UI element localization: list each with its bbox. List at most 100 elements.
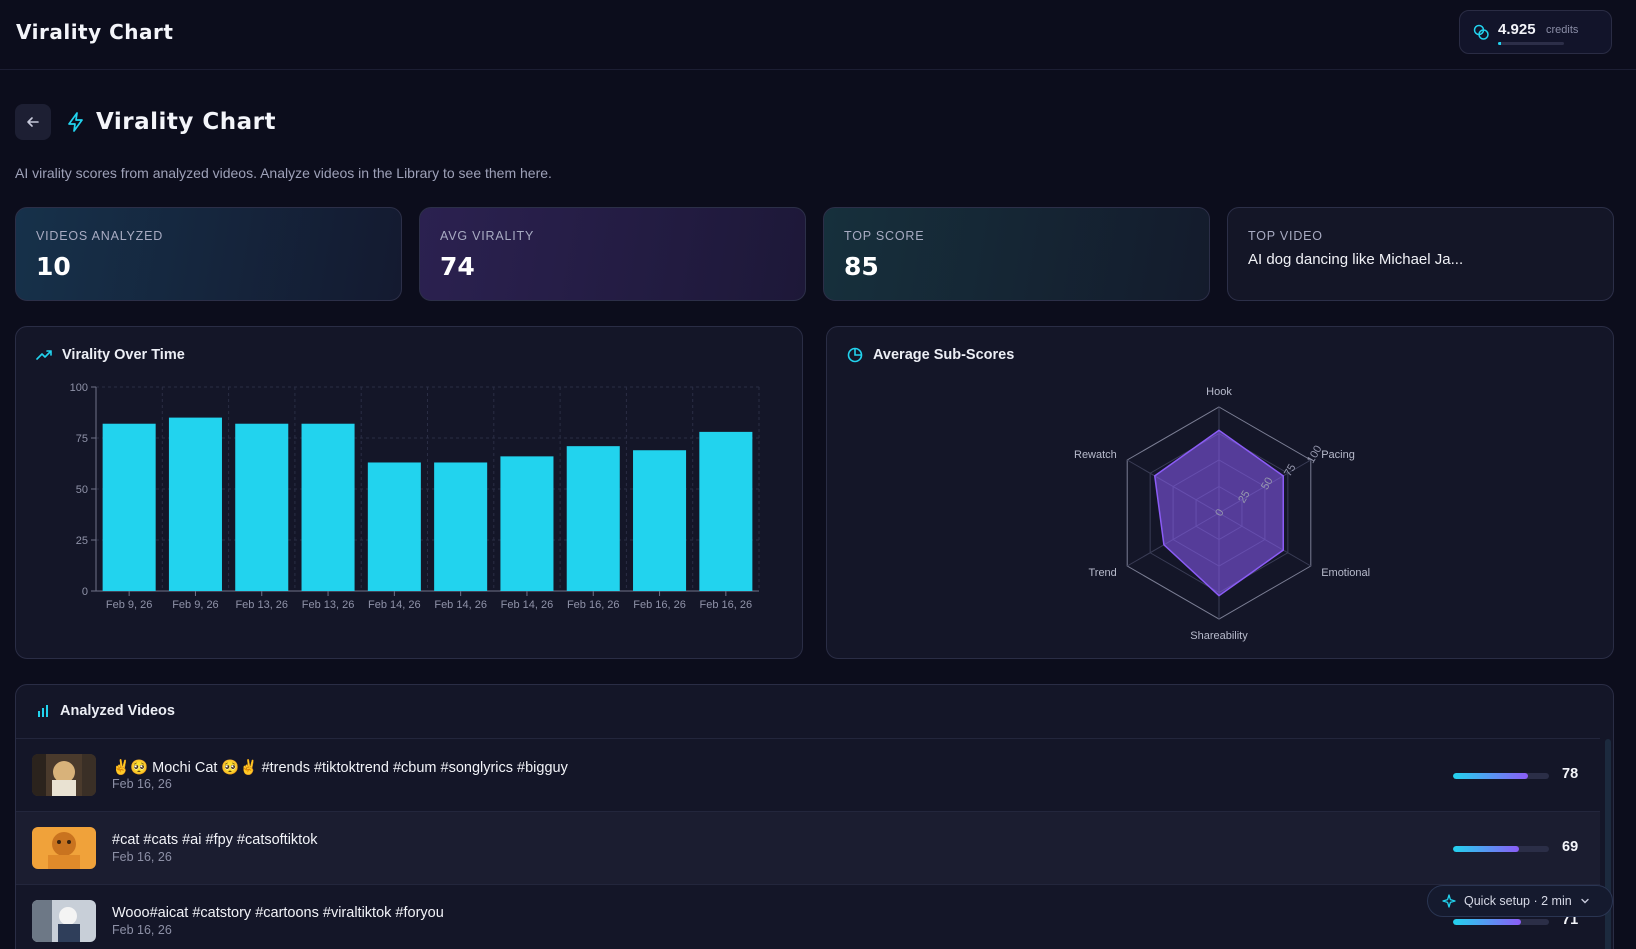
x-tick-label: Feb 16, 26 [567, 599, 620, 611]
panel-header: Average Sub-Scores [847, 347, 1014, 363]
video-title: ✌️🥺 Mochi Cat 🥺✌️ #trends #tiktoktrend #… [112, 760, 568, 776]
average-sub-scores-panel: 0 25 50 75 100 Hook Pacing Emotional Shareabilit… [826, 326, 1614, 659]
x-tick-label: Feb 14, 26 [434, 599, 487, 611]
credits-widget[interactable]: 4.925 credits [1459, 10, 1612, 54]
radar-tick-label: 50 [1259, 475, 1276, 492]
video-date: Feb 16, 26 [112, 850, 172, 864]
video-title: #cat #cats #ai #fpy #catsoftiktok [112, 832, 318, 848]
panel-header: Virality Over Time [36, 347, 185, 363]
panel-title: Virality Over Time [62, 347, 185, 363]
bar [566, 446, 620, 591]
credits-bar [1498, 42, 1564, 45]
y-tick-label: 25 [76, 535, 88, 547]
radar-axis-label: Pacing [1321, 449, 1355, 461]
pie-chart-icon [847, 347, 863, 363]
bar [699, 431, 753, 591]
stat-label: VIDEOS ANALYZED [36, 229, 164, 243]
top-bar: Virality Chart 4.925 credits [0, 0, 1636, 70]
stat-card-avg-virality: AVG VIRALITY 74 [419, 207, 806, 301]
bar [633, 450, 687, 591]
bar [367, 462, 421, 591]
x-tick-label: Feb 16, 26 [633, 599, 686, 611]
video-row[interactable]: Wooo#aicat #catstory #cartoons #viraltik… [16, 884, 1600, 949]
back-button[interactable] [15, 104, 51, 140]
radar-tick-label: 25 [1236, 489, 1253, 506]
credits-bar-fill [1498, 42, 1501, 45]
chevron-down-icon [1580, 898, 1589, 904]
x-tick-label: Feb 16, 26 [700, 599, 753, 611]
stat-value: 85 [844, 252, 879, 281]
x-tick-label: Feb 9, 26 [172, 599, 218, 611]
radar-axis-label: Emotional [1321, 567, 1370, 579]
sub-scores-radar-chart: 0255075100HookPacingEmotionalShareabilit… [1074, 386, 1370, 642]
virality-score: 69 [1562, 839, 1579, 855]
radar-area [1153, 429, 1285, 597]
bar [434, 462, 488, 591]
bar [168, 417, 222, 591]
radar-axis-label: Shareability [1190, 630, 1248, 642]
video-date: Feb 16, 26 [112, 777, 172, 791]
virality-score: 78 [1562, 766, 1579, 782]
stat-card-videos-analyzed: VIDEOS ANALYZED 10 [15, 207, 402, 301]
bar-chart-icon [38, 705, 48, 717]
x-tick-label: Feb 14, 26 [501, 599, 554, 611]
stat-card-top-score: TOP SCORE 85 [823, 207, 1210, 301]
virality-score-bar [1453, 773, 1549, 779]
stat-value: 10 [36, 252, 71, 281]
radar-axis-label: Trend [1088, 567, 1116, 579]
bar [500, 456, 554, 591]
video-row[interactable]: #cat #cats #ai #fpy #catsoftiktok Feb 16… [16, 811, 1600, 884]
stat-value: 74 [440, 252, 475, 281]
lightning-icon [68, 112, 83, 132]
video-row[interactable]: ✌️🥺 Mochi Cat 🥺✌️ #trends #tiktoktrend #… [16, 738, 1600, 811]
y-tick-label: 75 [76, 433, 88, 445]
top-video-title[interactable]: AI dog dancing like Michael Ja... [1248, 251, 1464, 268]
app-title: Virality Chart [16, 20, 174, 44]
y-tick-label: 0 [82, 586, 88, 598]
video-thumbnail [32, 754, 96, 796]
coins-icon [1473, 24, 1489, 40]
y-tick-label: 50 [76, 484, 88, 496]
virality-bar-chart: 0 25 50 75 100 Feb 9, 26 Feb 9, 26 Feb 13, 26 Fe… [70, 382, 760, 611]
stat-label: TOP VIDEO [1248, 229, 1323, 243]
page-subtitle: AI virality scores from analyzed videos.… [15, 165, 552, 181]
video-date: Feb 16, 26 [112, 923, 172, 937]
video-thumbnail [32, 900, 96, 942]
page-title-group: Virality Chart [66, 106, 276, 138]
y-tick-label: 100 [70, 382, 88, 394]
quick-setup-button[interactable]: Quick setup · 2 min [1427, 885, 1613, 917]
virality-over-time-panel: 0 25 50 75 100 Feb 9, 26 Feb 9, 26 Feb 13, 26 Fe… [15, 326, 803, 659]
radar-axis-label: Rewatch [1074, 449, 1117, 461]
panel-header: Analyzed Videos [36, 703, 175, 719]
video-thumbnail [32, 827, 96, 869]
virality-score-bar [1453, 919, 1549, 925]
virality-score-fill [1453, 773, 1528, 779]
virality-score-fill [1453, 919, 1522, 925]
radar-tick-label: 75 [1282, 462, 1299, 479]
arrow-left-icon [27, 117, 39, 127]
x-tick-label: Feb 14, 26 [368, 599, 421, 611]
bar [102, 423, 156, 591]
analyzed-videos-panel: Analyzed Videos ✌️🥺 Mochi Cat 🥺✌️ #trend… [15, 684, 1614, 949]
virality-score-bar [1453, 846, 1549, 852]
trending-up-icon [36, 350, 52, 360]
x-tick-label: Feb 13, 26 [302, 599, 355, 611]
panel-title: Analyzed Videos [60, 703, 175, 719]
stat-card-top-video[interactable]: TOP VIDEO AI dog dancing like Michael Ja… [1227, 207, 1614, 301]
radar-axis-label: Hook [1206, 386, 1232, 398]
scrollbar[interactable] [1605, 739, 1611, 949]
x-tick-label: Feb 13, 26 [235, 599, 288, 611]
panel-title: Average Sub-Scores [873, 347, 1015, 363]
sparkle-icon [1442, 894, 1456, 908]
stat-label: AVG VIRALITY [440, 229, 535, 243]
bar [301, 423, 355, 591]
x-tick-label: Feb 9, 26 [106, 599, 152, 611]
video-title: Wooo#aicat #catstory #cartoons #viraltik… [112, 905, 444, 921]
virality-score-fill [1453, 846, 1520, 852]
page-title: Virality Chart [96, 109, 277, 135]
radar-tick-label: 0 [1213, 507, 1226, 518]
credits-label: credits [1546, 24, 1579, 36]
credits-value: 4.925 [1498, 21, 1536, 38]
stat-label: TOP SCORE [844, 229, 925, 243]
bar [235, 423, 289, 591]
